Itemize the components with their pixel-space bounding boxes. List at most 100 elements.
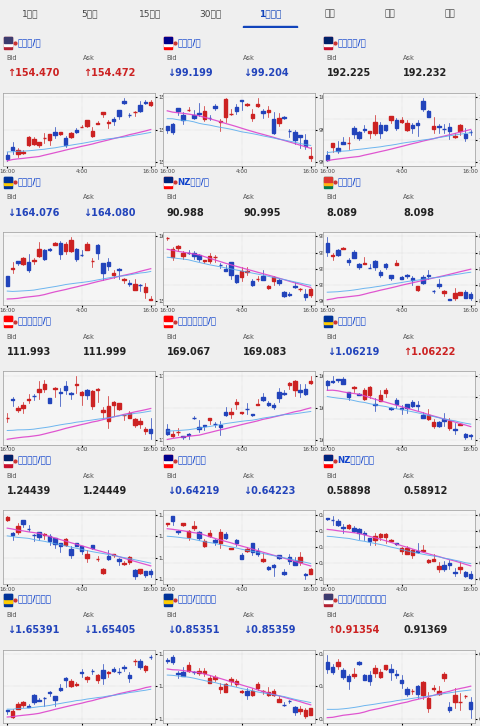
Text: Ask: Ask <box>403 473 415 479</box>
Bar <box>432 422 435 425</box>
Text: Bid: Bid <box>7 473 17 479</box>
Bar <box>299 557 302 562</box>
Bar <box>11 533 14 534</box>
Bar <box>138 661 142 667</box>
Text: Ask: Ask <box>243 334 255 340</box>
Bar <box>181 523 185 524</box>
Bar <box>464 572 467 576</box>
Bar <box>240 272 243 277</box>
Text: ↑0.91354: ↑0.91354 <box>327 625 379 635</box>
Bar <box>91 391 94 406</box>
Bar <box>22 258 25 264</box>
Bar <box>6 710 9 711</box>
Bar <box>69 133 73 137</box>
Text: Bid: Bid <box>327 195 337 200</box>
Bar <box>122 666 126 668</box>
Bar <box>48 248 51 250</box>
Bar <box>176 108 180 111</box>
Bar <box>416 686 420 694</box>
Bar <box>304 710 307 716</box>
Bar <box>117 110 120 116</box>
Bar <box>363 263 366 264</box>
Bar <box>27 399 30 401</box>
Bar <box>373 122 377 133</box>
Bar <box>164 37 172 43</box>
Bar <box>282 705 286 706</box>
Bar <box>379 672 382 677</box>
Bar <box>421 277 425 283</box>
Bar <box>164 597 172 603</box>
Bar <box>219 687 222 689</box>
Bar <box>187 665 190 672</box>
Bar <box>261 397 264 399</box>
Bar <box>324 37 332 43</box>
Bar <box>59 242 62 254</box>
Bar <box>59 688 62 690</box>
Bar <box>363 390 366 399</box>
Bar <box>224 269 228 271</box>
Bar <box>3 455 12 467</box>
Bar <box>352 128 356 134</box>
Text: 英ポンド/円: 英ポンド/円 <box>337 38 366 47</box>
Text: 週足: 週足 <box>384 9 396 18</box>
Bar <box>64 386 67 390</box>
Bar <box>368 674 372 681</box>
Text: NZドル/ドル: NZドル/ドル <box>337 455 374 465</box>
Bar <box>197 532 201 539</box>
Bar <box>352 387 356 388</box>
Bar <box>3 597 12 603</box>
Bar <box>96 245 99 253</box>
Bar <box>410 126 414 128</box>
Bar <box>59 131 62 134</box>
Bar <box>11 147 14 150</box>
Bar <box>324 594 332 605</box>
Bar <box>400 120 403 123</box>
Bar <box>400 548 403 552</box>
Bar <box>37 532 41 537</box>
Bar <box>37 389 41 392</box>
Bar <box>3 37 12 43</box>
Bar <box>309 709 312 715</box>
Bar <box>331 667 334 672</box>
Text: Bid: Bid <box>167 55 177 61</box>
Bar <box>266 403 270 405</box>
Bar <box>309 381 312 383</box>
Text: ランド/円: ランド/円 <box>337 177 361 186</box>
Bar <box>304 389 307 394</box>
Bar <box>277 555 281 558</box>
Bar <box>208 418 212 420</box>
Bar <box>416 123 420 125</box>
Bar <box>293 561 297 565</box>
Text: 8.098: 8.098 <box>403 208 434 218</box>
Bar <box>164 455 172 467</box>
Bar <box>197 255 201 258</box>
Bar <box>324 455 332 460</box>
Bar <box>427 698 430 709</box>
Bar <box>240 555 243 558</box>
Bar <box>299 709 302 711</box>
Bar <box>164 176 172 188</box>
Bar <box>324 37 332 49</box>
Bar <box>251 691 254 696</box>
Bar <box>368 539 372 541</box>
Text: Bid: Bid <box>7 55 17 61</box>
Bar <box>101 112 105 113</box>
Bar <box>324 319 332 325</box>
Bar <box>3 176 12 182</box>
Bar <box>3 180 12 185</box>
Bar <box>122 101 126 103</box>
Bar <box>443 565 446 569</box>
Bar <box>410 278 414 280</box>
Bar <box>395 264 398 265</box>
Text: Ask: Ask <box>243 195 255 200</box>
Bar <box>171 657 174 662</box>
Bar <box>3 41 12 46</box>
Bar <box>224 684 228 692</box>
Bar <box>373 537 377 540</box>
Bar <box>6 518 9 520</box>
Bar <box>181 672 185 676</box>
Text: ↑154.472: ↑154.472 <box>83 68 135 78</box>
Bar <box>181 115 185 121</box>
Bar <box>379 534 382 537</box>
Bar <box>272 405 275 407</box>
